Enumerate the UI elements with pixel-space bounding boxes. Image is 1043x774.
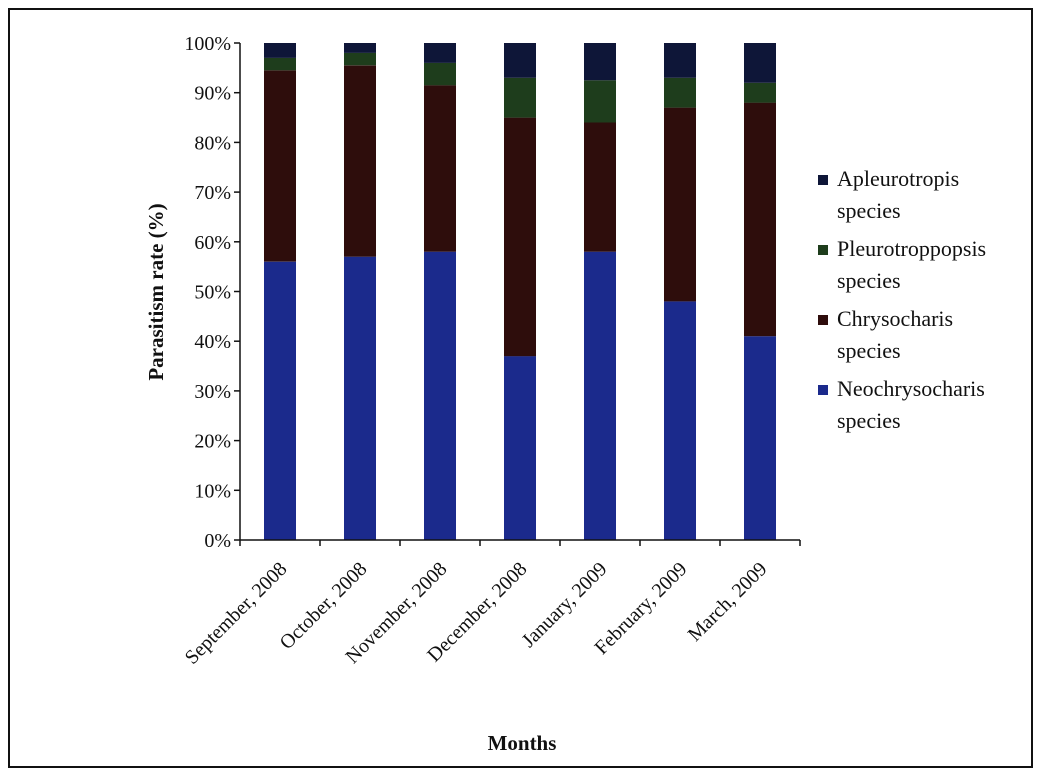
- x-tick-label: March, 2009: [684, 558, 772, 646]
- legend-label: species: [837, 198, 901, 223]
- bar-segment-chrysocharis-4: [504, 117, 536, 357]
- bar-segment-chrysocharis-1: [264, 70, 296, 262]
- bar-segment-pleurotroppopsis-4: [504, 77, 536, 118]
- bar-segment-apleurotropis-6: [664, 43, 696, 78]
- y-tick-label: 70%: [194, 182, 231, 204]
- bar-segment-neochrysocharis-4: [504, 356, 536, 540]
- legend-label: species: [837, 408, 901, 433]
- legend-swatch: [818, 385, 828, 395]
- bar-segment-pleurotroppopsis-1: [264, 57, 296, 71]
- bar-segment-neochrysocharis-7: [744, 336, 776, 540]
- y-tick-label: 60%: [194, 232, 231, 254]
- bar-segment-pleurotroppopsis-2: [344, 52, 376, 66]
- legend-label: Apleurotropis: [837, 166, 959, 191]
- bar-segment-apleurotropis-5: [584, 43, 616, 81]
- bar-segment-neochrysocharis-3: [424, 251, 456, 540]
- bar-segment-neochrysocharis-2: [344, 256, 376, 540]
- y-tick-label: 0%: [204, 530, 231, 552]
- bar-segment-pleurotroppopsis-5: [584, 80, 616, 123]
- bar-segment-chrysocharis-2: [344, 65, 376, 257]
- x-tick-label: September, 2008: [181, 558, 292, 669]
- y-tick-label: 20%: [194, 431, 231, 453]
- bar-segment-apleurotropis-2: [344, 43, 376, 53]
- legend-swatch: [818, 245, 828, 255]
- bar-segment-apleurotropis-1: [264, 43, 296, 58]
- legend-label: Chrysocharis: [837, 306, 953, 331]
- y-axis-title: Parasitism rate (%): [144, 203, 168, 380]
- bars-layer: [264, 43, 776, 540]
- legend-label: species: [837, 338, 901, 363]
- x-axis-title: Months: [488, 731, 557, 755]
- bar-segment-chrysocharis-5: [584, 122, 616, 252]
- y-tick-label: 30%: [194, 381, 231, 403]
- bar-segment-pleurotroppopsis-3: [424, 62, 456, 86]
- legend-swatch: [818, 315, 828, 325]
- legend-swatch: [818, 175, 828, 185]
- y-tick-label: 90%: [194, 83, 231, 105]
- y-tick-label: 40%: [194, 331, 231, 353]
- y-tick-label: 50%: [194, 282, 231, 304]
- bar-segment-apleurotropis-4: [504, 43, 536, 78]
- legend-label: Neochrysocharis: [837, 376, 985, 401]
- y-tick-label: 10%: [194, 480, 231, 502]
- bar-segment-neochrysocharis-1: [264, 261, 296, 540]
- bar-segment-pleurotroppopsis-7: [744, 82, 776, 103]
- bar-segment-chrysocharis-7: [744, 102, 776, 337]
- legend: Apleurotropis species Pleurotroppopsis spec…: [818, 166, 986, 433]
- bar-segment-apleurotropis-7: [744, 43, 776, 83]
- bar-segment-chrysocharis-3: [424, 85, 456, 252]
- legend-label: species: [837, 268, 901, 293]
- bar-segment-apleurotropis-3: [424, 43, 456, 63]
- bar-segment-pleurotroppopsis-6: [664, 77, 696, 108]
- legend-label: Pleurotroppopsis: [837, 236, 986, 261]
- y-tick-label: 100%: [184, 33, 231, 55]
- bar-segment-neochrysocharis-6: [664, 301, 696, 540]
- y-tick-label: 80%: [194, 132, 231, 154]
- bar-segment-neochrysocharis-5: [584, 251, 616, 540]
- bar-segment-chrysocharis-6: [664, 107, 696, 302]
- y-axis: 0% 10% 20% 30% 40% 50% 60% 70% 80% 90% 100%: [184, 33, 241, 552]
